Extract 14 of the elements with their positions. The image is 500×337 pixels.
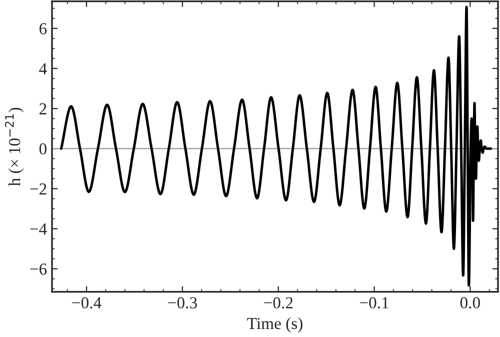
y-tick-label: 4 [39,63,47,74]
y-tick-label: −2 [30,183,46,194]
x-tick-label: 0.0 [460,297,480,309]
x-tick-label: −0.2 [264,297,293,309]
y-tick-label: 2 [40,103,46,114]
x-tick-label: −0.4 [72,297,102,309]
y-axis-title: h (× 10$^{−21}$) [5,108,24,186]
y-tick-label: −4 [30,224,47,235]
y-tick-label: 0 [39,143,47,155]
x-tick-label: −0.3 [168,297,197,309]
y-tick-label: −6 [30,264,47,275]
y-tick-label: 6 [40,23,47,34]
x-tick-label: −0.1 [360,297,388,309]
x-axis-title: Time (s) [247,317,302,332]
